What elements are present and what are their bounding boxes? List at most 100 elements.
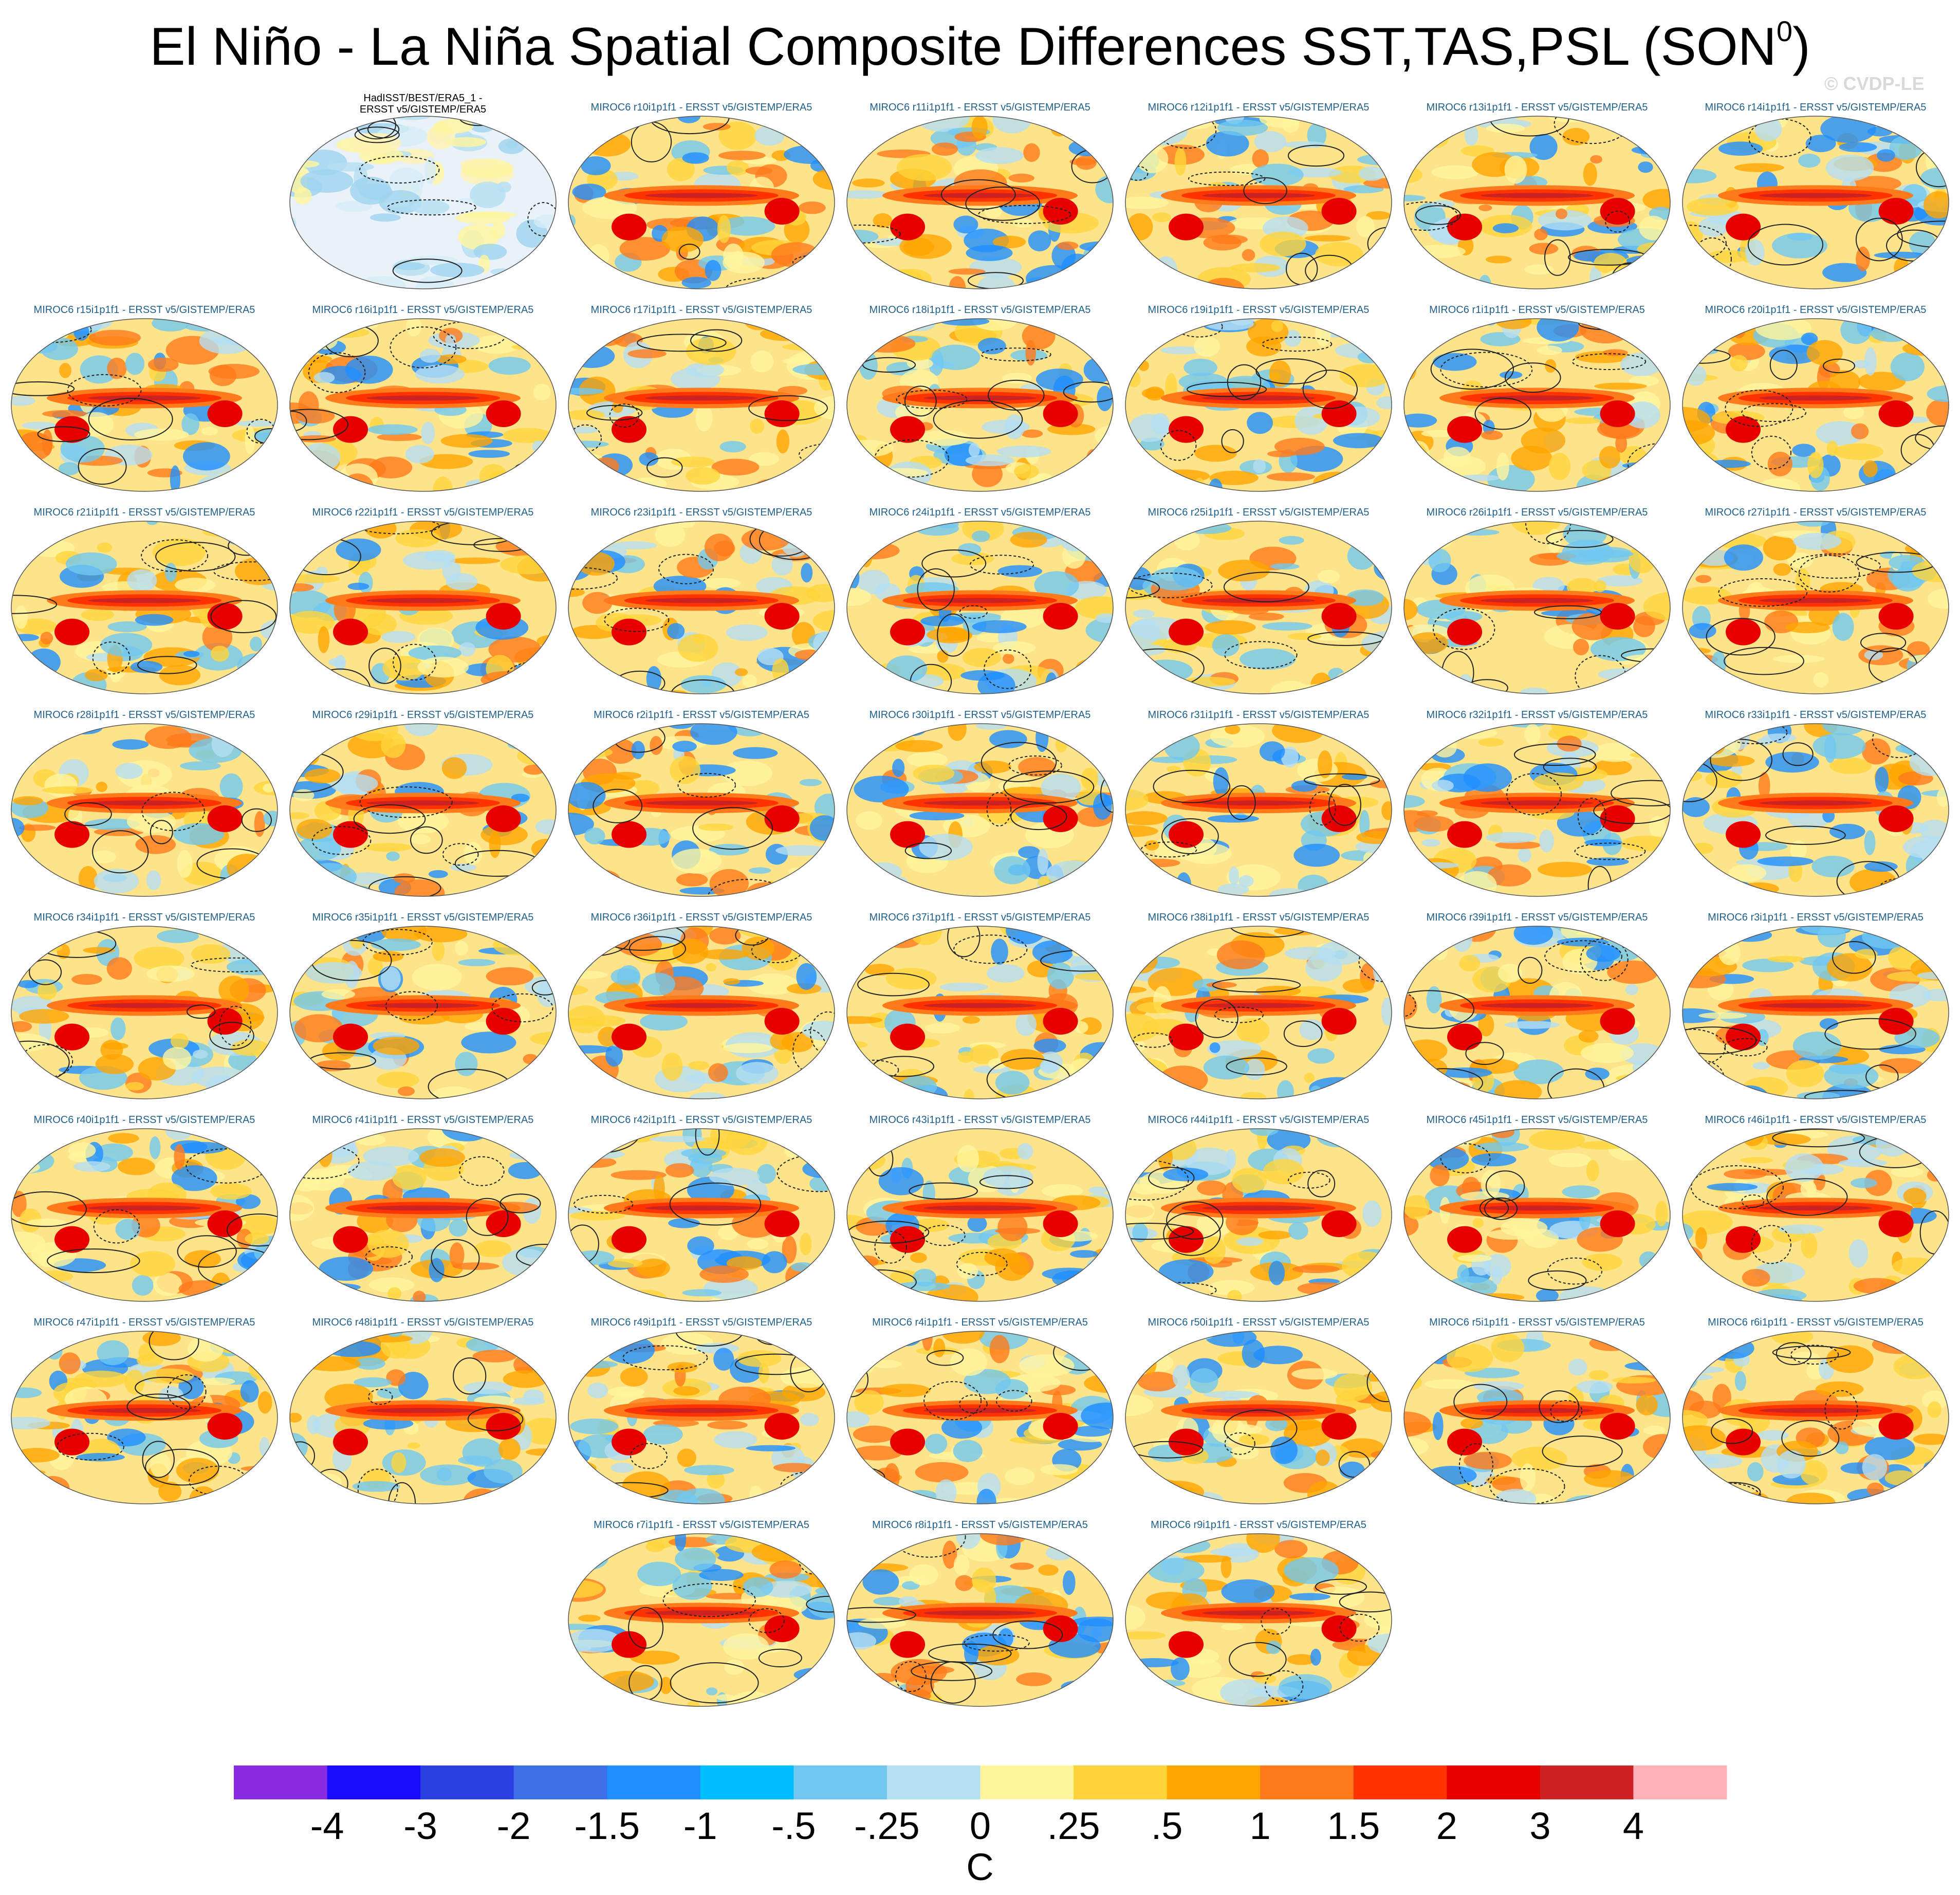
anomaly-patch [847, 1347, 884, 1354]
anomaly-patch [450, 863, 477, 872]
anomaly-patch [1905, 926, 1930, 940]
anomaly-patch [926, 628, 972, 641]
south-america-warm [1043, 198, 1078, 225]
anomaly-patch [995, 1071, 1030, 1095]
australia-warm [890, 416, 926, 443]
anomaly-patch [1207, 1040, 1262, 1058]
anomaly-patch [1369, 254, 1392, 263]
map-plot [1403, 318, 1671, 492]
psl-contour [142, 1441, 175, 1478]
anomaly-patch [1412, 444, 1428, 472]
anomaly-patch [1924, 1285, 1949, 1298]
psl-contour [965, 186, 1041, 221]
anomaly-patch [1877, 149, 1895, 162]
anomaly-patch [11, 947, 45, 954]
equatorial-warm-peak [1759, 395, 1872, 401]
anomaly-patch [668, 1218, 700, 1228]
map-outline [11, 1128, 278, 1302]
anomaly-patch [1217, 119, 1268, 136]
anomaly-patch [1682, 235, 1696, 252]
map-plot [846, 723, 1114, 897]
anomaly-patch [873, 283, 907, 289]
anomaly-patch [1433, 353, 1477, 371]
anomaly-patch [174, 1144, 186, 1170]
anomaly-patch [1149, 1089, 1177, 1099]
psl-contour [1781, 1420, 1840, 1457]
anomaly-patch [1728, 864, 1767, 882]
anomaly-patch [958, 543, 982, 556]
anomaly-patch [1536, 1289, 1559, 1301]
psl-contour [1724, 1038, 1768, 1057]
psl-contour [1302, 370, 1358, 409]
psl-contour [690, 329, 743, 352]
anomaly-patch [803, 944, 827, 960]
anomaly-patch [1126, 1057, 1146, 1071]
anomaly-patch [244, 734, 278, 759]
map-outline [846, 318, 1114, 492]
anomaly-patch [901, 319, 936, 332]
south-america-warm [1321, 1413, 1357, 1440]
anomaly-patch [325, 1340, 381, 1357]
anomaly-patch [1017, 1143, 1033, 1160]
anomaly-patch [1638, 1331, 1670, 1340]
anomaly-patch [402, 551, 455, 570]
anomaly-patch [408, 255, 458, 265]
anomaly-patch [799, 779, 822, 786]
psl-contour [1404, 1278, 1427, 1301]
anomaly-patch [302, 926, 318, 944]
anomaly-patch [1835, 1441, 1849, 1455]
anomaly-patch [231, 1039, 270, 1056]
anomaly-patch [162, 1047, 192, 1070]
anomaly-patch [1210, 1547, 1258, 1556]
anomaly-patch [997, 565, 1043, 578]
equatorial-warm-peak [923, 193, 1037, 198]
anomaly-patch [801, 563, 813, 583]
anomaly-patch [347, 1161, 397, 1181]
anomaly-patch [541, 1332, 556, 1357]
anomaly-patch [796, 1331, 821, 1344]
anomaly-patch [11, 332, 35, 345]
map-plot [289, 1128, 557, 1302]
anomaly-patch [973, 319, 1018, 331]
anomaly-patch [1432, 1412, 1444, 1440]
map-outline [289, 723, 557, 897]
anomaly-patch [1058, 734, 1101, 743]
equatorial-warm-peak [923, 1205, 1037, 1211]
anomaly-patch [199, 327, 254, 354]
anomaly-patch [369, 456, 413, 479]
anomaly-patch [890, 1270, 920, 1284]
anomaly-patch [1164, 319, 1189, 324]
anomaly-patch [847, 542, 900, 560]
map-outline [1125, 521, 1392, 694]
anomaly-patch [1500, 371, 1523, 379]
anomaly-patch [1137, 117, 1188, 145]
anomaly-patch [462, 1438, 503, 1467]
anomaly-patch [1801, 1232, 1818, 1259]
south-america-warm [764, 1210, 800, 1237]
australia-warm [1447, 416, 1483, 443]
map-outline [568, 1533, 835, 1707]
anomaly-patch [907, 752, 948, 767]
anomaly-patch [1692, 448, 1705, 471]
map-outline [1125, 723, 1392, 897]
psl-contour [1513, 743, 1596, 766]
anomaly-patch [256, 530, 278, 550]
psl-contour [1243, 177, 1287, 205]
psl-contour [586, 404, 643, 421]
anomaly-patch [1040, 1464, 1078, 1476]
anomaly-patch [1520, 1463, 1536, 1492]
anomaly-patch [1093, 793, 1112, 820]
anomaly-patch [1636, 1394, 1658, 1415]
anomaly-patch [1919, 819, 1949, 841]
anomaly-patch [386, 851, 400, 861]
anomaly-patch [847, 565, 860, 590]
map-plot [1125, 1533, 1392, 1707]
anomaly-patch [919, 834, 973, 861]
anomaly-patch [642, 972, 675, 996]
south-america-warm [207, 603, 243, 630]
equatorial-warm-peak [1202, 800, 1315, 806]
anomaly-patch [854, 776, 909, 803]
anomaly-patch [1913, 324, 1944, 346]
map-outline [568, 926, 835, 1099]
anomaly-patch [1495, 841, 1541, 850]
